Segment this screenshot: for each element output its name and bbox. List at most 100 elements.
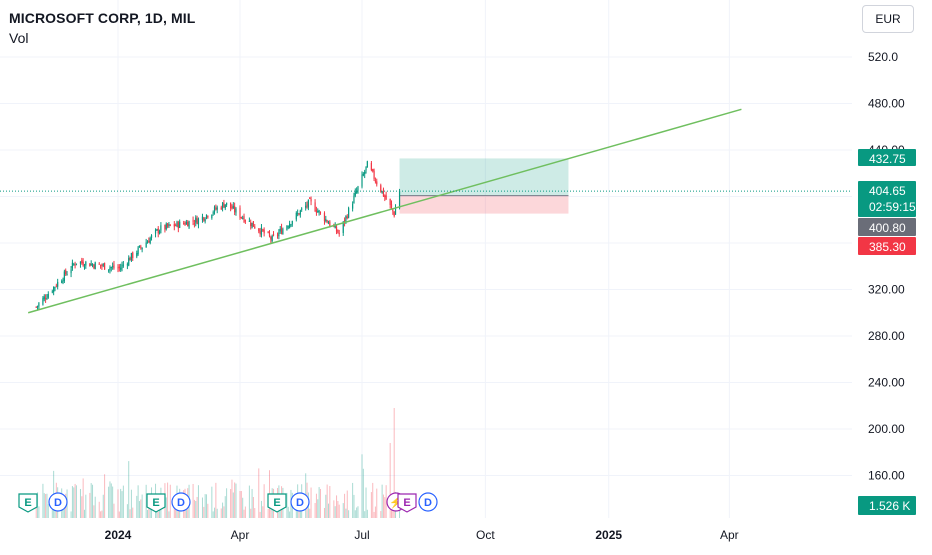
entry-price-badge-text: 400.80 (869, 221, 906, 235)
candle-body (195, 217, 197, 223)
candle-body (298, 213, 300, 215)
volume-bar (286, 492, 288, 518)
candle-body (393, 211, 395, 217)
candle-body (225, 202, 228, 205)
time-axis[interactable]: 2024 Apr Jul Oct 2025 Apr (105, 528, 739, 542)
candle-body (352, 203, 354, 209)
candle-body (376, 181, 378, 185)
candle-body (272, 234, 275, 236)
volume-bar (244, 506, 246, 518)
volume-value-badge[interactable]: 1.526 K (858, 496, 916, 515)
candle-body (112, 266, 114, 268)
candle-body (74, 264, 76, 266)
volume-bar (226, 488, 228, 518)
stop-price-badge-text: 385.30 (869, 240, 906, 254)
event-label: D (424, 497, 432, 509)
candle-body (279, 228, 281, 232)
candle-body (307, 199, 309, 208)
candle-body (213, 206, 216, 212)
candle-body (270, 236, 272, 240)
candle-body (390, 204, 393, 208)
volume-bar (140, 499, 142, 518)
volume-bar (365, 487, 367, 518)
target-price-badge[interactable]: 432.75 (858, 149, 916, 166)
volume-bar (117, 489, 119, 518)
candle-body (145, 242, 147, 248)
volume-bar (167, 482, 169, 518)
volume-bar (381, 484, 383, 518)
candle-body (286, 226, 288, 231)
candle-body (338, 233, 340, 235)
candle-body (55, 285, 57, 287)
candle-body (38, 303, 40, 307)
candle-body (75, 263, 78, 265)
volume-bar (326, 484, 328, 518)
volume-bar (376, 488, 378, 518)
candle-body (342, 221, 344, 233)
event-earnings-icon[interactable]: E (146, 493, 166, 513)
event-dividend-icon[interactable]: D (48, 492, 68, 512)
entry-price-badge[interactable]: 400.80 (858, 218, 916, 236)
event-dividend-icon[interactable]: D (418, 492, 438, 512)
price-axis-label: 480.00 (868, 97, 905, 111)
candle-body (381, 190, 383, 193)
last-price-badge[interactable]: 404.65 02:59:15 (858, 181, 916, 217)
candle-body (287, 226, 289, 228)
volume-bar (361, 454, 363, 518)
volume-bar (168, 511, 170, 518)
candle-body (165, 223, 167, 230)
symbol-title[interactable]: MICROSOFT CORP, 1D, MIL (9, 10, 196, 26)
candle-body (177, 222, 179, 229)
volume-bar (93, 505, 95, 518)
volume-bar (242, 497, 244, 518)
volume-bar (373, 511, 375, 518)
volume-bar (85, 494, 87, 518)
volume-bar (197, 485, 199, 518)
event-label: E (24, 497, 31, 509)
event-earnings-icon[interactable]: E (18, 493, 38, 513)
event-dividend-icon[interactable]: D (171, 492, 191, 512)
candle-body (53, 286, 55, 293)
volume-bar (148, 507, 150, 518)
candle-body (168, 224, 170, 226)
candle-body (240, 217, 242, 219)
volume-bar (196, 496, 198, 518)
volume-bar (353, 494, 355, 518)
candle-body (197, 218, 200, 225)
candle-body (306, 204, 308, 206)
candle-body (148, 240, 150, 243)
currency-button[interactable]: EUR (862, 5, 914, 33)
candle-body (345, 215, 347, 221)
candle-body (220, 207, 222, 210)
candle-body (280, 227, 283, 234)
volume-indicator-label[interactable]: Vol (9, 30, 29, 46)
candle-body (290, 224, 292, 226)
candle-body (85, 261, 87, 266)
volume-bar (122, 485, 124, 518)
volume-bar (109, 481, 111, 518)
position-profit-zone[interactable] (399, 158, 569, 196)
stop-price-badge[interactable]: 385.30 (858, 237, 916, 255)
event-earnings-icon[interactable]: E (397, 493, 417, 513)
event-earnings-icon[interactable]: E (267, 493, 287, 513)
candle-body (47, 293, 49, 298)
candle-body (232, 205, 234, 209)
candle-body (215, 207, 217, 210)
candle-body (66, 274, 68, 276)
candle-body (73, 264, 75, 266)
volume-bar (252, 497, 254, 518)
event-dividend-icon[interactable]: D (290, 492, 310, 512)
position-loss-zone[interactable] (399, 195, 569, 214)
volume-bar (104, 474, 106, 518)
volume-bar (214, 507, 216, 518)
long-position-tool[interactable] (399, 158, 569, 214)
trend-line[interactable] (27, 108, 742, 314)
volume-bar (318, 487, 320, 518)
volume-bar (212, 511, 214, 518)
volume-bar (370, 492, 372, 518)
candle-body (65, 270, 67, 275)
volume-bar (92, 484, 94, 518)
candle-body (132, 252, 134, 258)
